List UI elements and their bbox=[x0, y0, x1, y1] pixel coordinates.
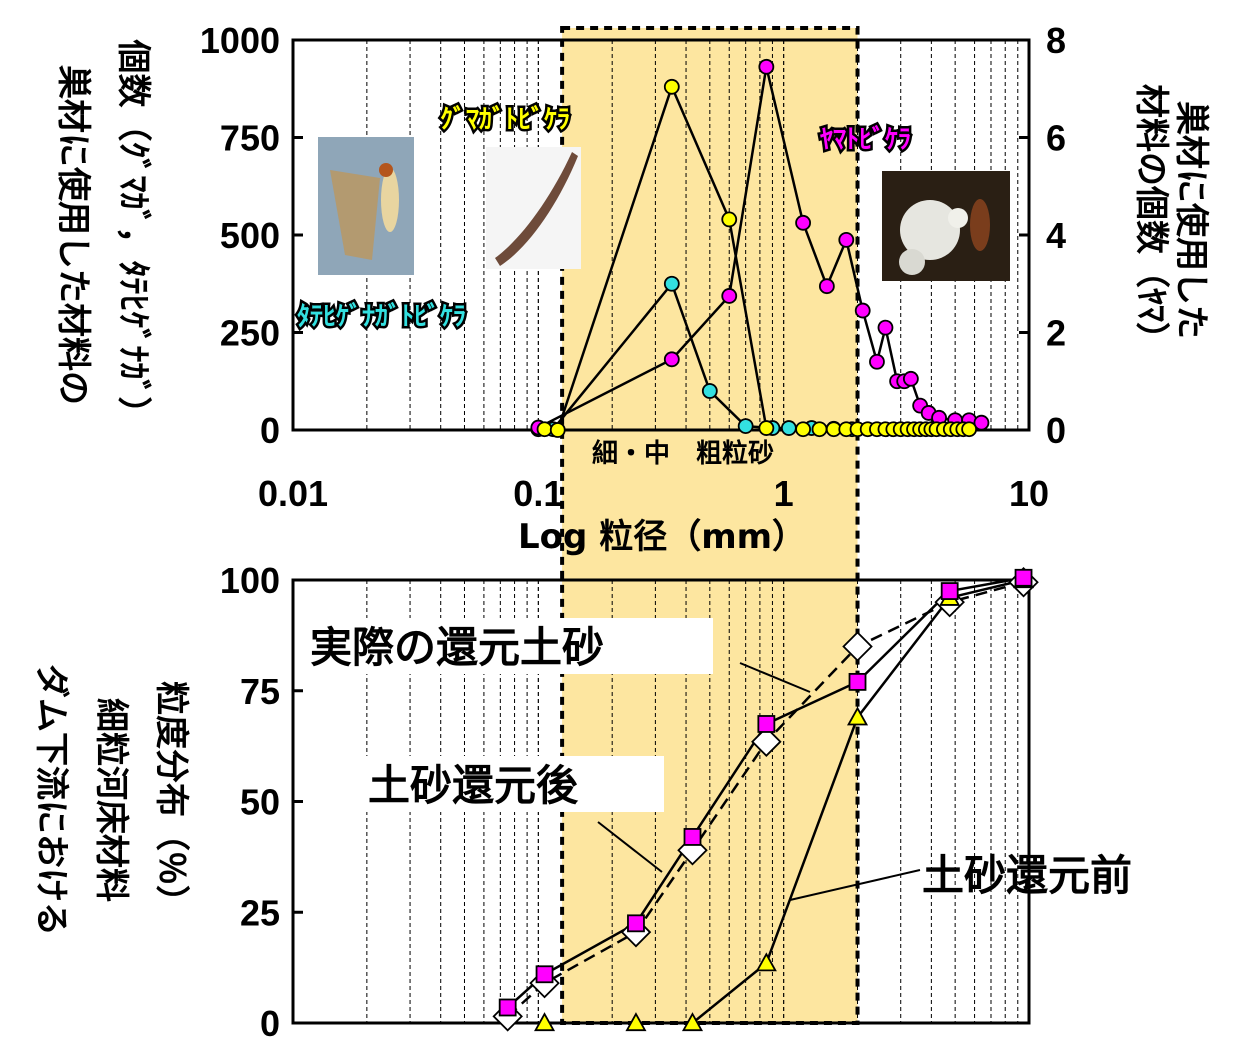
data-point-after bbox=[500, 999, 516, 1015]
bottom-tick-labels: 100 75 50 25 0 bbox=[220, 560, 303, 1041]
data-point-after bbox=[684, 829, 700, 845]
top-left-tick-label: 250 bbox=[220, 313, 280, 354]
data-point-yamato bbox=[839, 233, 853, 247]
annotation-before: 土砂還元前 bbox=[922, 851, 1132, 900]
top-left-tick-label: 500 bbox=[220, 215, 280, 256]
annotation-after: 土砂還元後 bbox=[368, 761, 579, 810]
x-tick-label: 1 bbox=[774, 473, 794, 514]
data-point-after bbox=[1016, 570, 1032, 586]
bottom-tick-label: 25 bbox=[240, 892, 280, 933]
bottom-tick-label: 100 bbox=[220, 560, 280, 601]
data-point-tatehige bbox=[782, 421, 796, 435]
top-x-axis-title: Log 粒径（mm） bbox=[518, 517, 806, 557]
data-point-yamato bbox=[878, 321, 892, 335]
x-tick-label: 10 bbox=[1009, 473, 1049, 514]
data-point-after bbox=[942, 583, 958, 599]
data-point-yamato bbox=[665, 352, 679, 366]
data-point-after bbox=[628, 915, 644, 931]
data-point-kumagae bbox=[759, 421, 773, 435]
photo-kumagae bbox=[486, 147, 581, 269]
data-point-yamato bbox=[722, 289, 736, 303]
top-left-tick-label: 1000 bbox=[200, 20, 280, 61]
top-left-tick-label: 750 bbox=[220, 118, 280, 159]
data-point-yamato bbox=[904, 372, 918, 386]
data-point-kumagae bbox=[551, 423, 565, 437]
data-point-tatehige bbox=[665, 277, 679, 291]
data-point-tatehige bbox=[703, 384, 717, 398]
top-right-tick-label: 4 bbox=[1046, 215, 1066, 256]
x-tick-label: 0.1 bbox=[513, 473, 563, 514]
data-point-after bbox=[850, 674, 866, 690]
top-left-tick-label: 0 bbox=[260, 410, 280, 451]
bottom-tick-label: 50 bbox=[240, 782, 280, 823]
data-point-kumagae bbox=[962, 422, 976, 436]
label-tatehige: ﾀﾃﾋｹﾞﾅｶﾞﾄﾋﾞｹﾗ bbox=[297, 301, 466, 332]
bottom-ylabel-line1: ダム下流における bbox=[31, 664, 71, 936]
data-point-after bbox=[537, 966, 553, 982]
bottom-tick-label: 75 bbox=[240, 671, 280, 712]
top-right-ylabel-line2: 材料の個数（ﾔﾏ） bbox=[1131, 84, 1171, 356]
data-point-kumagae bbox=[813, 422, 827, 436]
data-point-yamato bbox=[820, 279, 834, 293]
label-kumagae: ｸﾞﾏｶﾞﾄﾋﾞｹﾗ bbox=[440, 104, 570, 135]
band-label: 細・中 粗粒砂 bbox=[592, 438, 774, 469]
x-tick-label: 0.01 bbox=[258, 473, 328, 514]
top-left-ylabel-line2: 個数（ｸﾞﾏｶﾞ，ﾀﾃﾋｹﾞﾅｶﾞ） bbox=[113, 39, 153, 431]
data-point-after bbox=[758, 716, 774, 732]
bottom-tick-label: 0 bbox=[260, 1003, 280, 1041]
top-right-tick-label: 8 bbox=[1046, 20, 1066, 61]
data-point-tatehige bbox=[739, 419, 753, 433]
data-point-yamato bbox=[870, 355, 884, 369]
bottom-ylabel-line3: 粒度分布（％） bbox=[151, 681, 191, 919]
bottom-ylabel-line2: 細粒河床材料 bbox=[91, 698, 131, 902]
top-left-ylabel-line1: 巣材に使用した材料の bbox=[53, 65, 93, 405]
data-point-yamato bbox=[759, 60, 773, 74]
top-right-tick-label: 6 bbox=[1046, 118, 1066, 159]
data-point-kumagae bbox=[538, 422, 552, 436]
data-point-kumagae bbox=[796, 422, 810, 436]
photo-yamato bbox=[882, 171, 1010, 281]
data-point-yamato bbox=[796, 216, 810, 230]
photo-tatehige bbox=[318, 137, 414, 275]
data-point-kumagae bbox=[722, 212, 736, 226]
top-right-tick-label: 0 bbox=[1046, 410, 1066, 451]
top-right-tick-label: 2 bbox=[1046, 313, 1066, 354]
data-point-kumagae bbox=[665, 80, 679, 94]
annotation-actual: 実際の還元土砂 bbox=[310, 623, 604, 672]
label-yamato: ﾔﾏﾄﾋﾞｹﾗ bbox=[820, 124, 911, 155]
top-right-ylabel-line1: 巣材に使用した bbox=[1171, 101, 1211, 339]
data-point-yamato bbox=[856, 304, 870, 318]
